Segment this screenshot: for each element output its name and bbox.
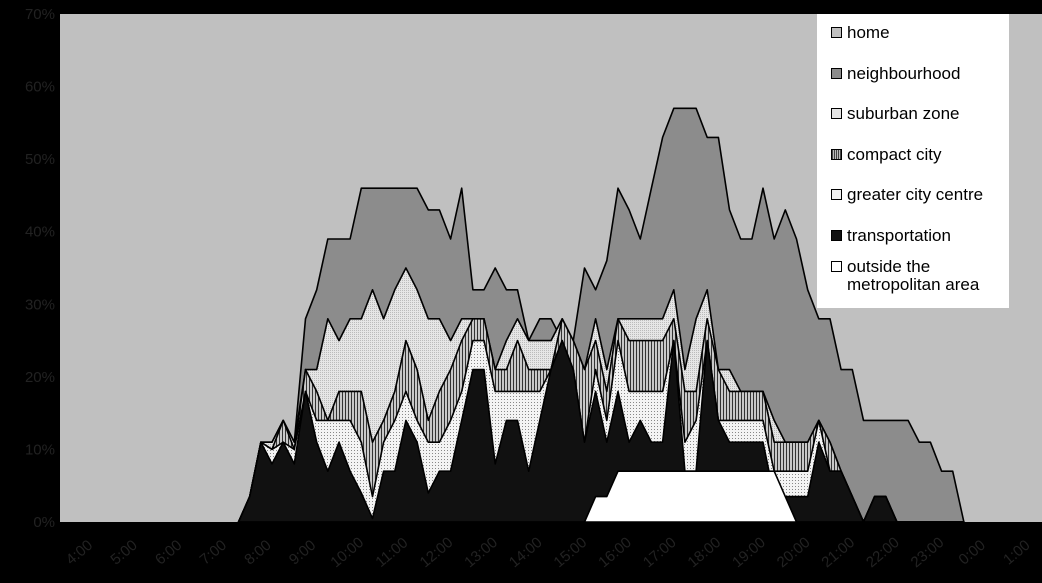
legend-swatch-city-centre	[831, 189, 842, 200]
legend-swatch-compact	[831, 149, 842, 160]
y-tick-label: 30%	[25, 296, 55, 313]
legend-swatch-neighbourhood	[831, 68, 842, 79]
legend-label-outside: outside the metropolitan area	[847, 257, 980, 294]
y-tick-labels: 0% 10% 20% 30% 40% 50% 60% 70%	[25, 6, 55, 531]
y-tick-label: 10%	[25, 441, 55, 458]
y-tick-label: 70%	[25, 6, 55, 23]
y-tick-label: 0%	[33, 514, 55, 531]
y-tick-label: 20%	[25, 369, 55, 386]
legend-label-neighbourhood: neighbourhood	[847, 64, 961, 83]
legend-label-home: home	[847, 23, 890, 42]
legend-swatch-transportation	[831, 230, 842, 241]
y-tick-label: 40%	[25, 224, 55, 241]
legend: home neighbourhood suburban zone compact…	[817, 14, 1009, 308]
area-outside-metropolitan	[237, 470, 965, 523]
area-series-group	[237, 107, 965, 523]
legend-label-compact-city: compact city	[847, 145, 942, 164]
legend-swatch-outside	[831, 261, 842, 272]
area-transportation	[237, 339, 965, 523]
y-tick-label: 60%	[25, 79, 55, 96]
y-tick-label: 50%	[25, 151, 55, 168]
legend-label-transportation: transportation	[847, 226, 951, 245]
legend-swatch-home	[831, 27, 842, 38]
legend-label-greater-city-centre: greater city centre	[847, 185, 984, 204]
legend-label-suburban-zone: suburban zone	[847, 104, 960, 123]
legend-swatch-suburban	[831, 108, 842, 119]
